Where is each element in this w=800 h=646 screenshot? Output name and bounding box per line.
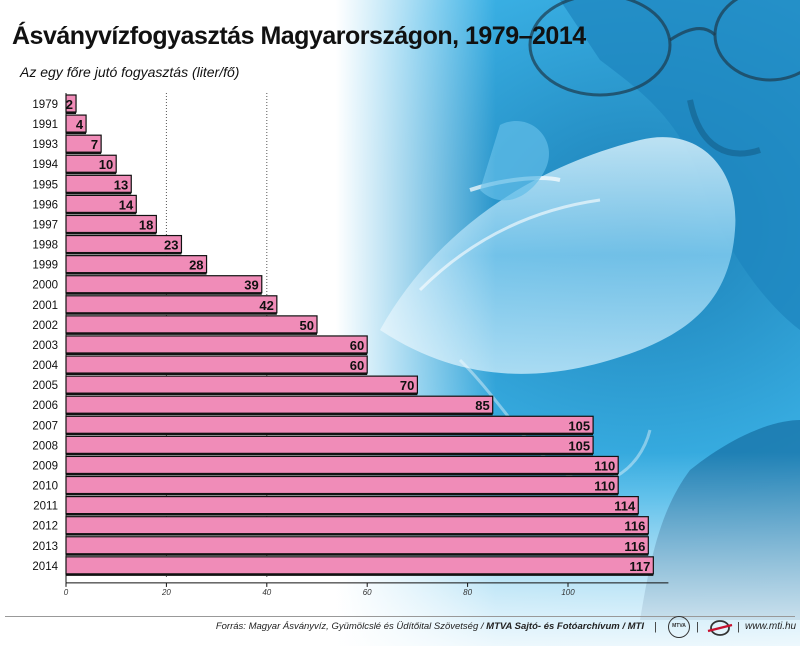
bar <box>65 355 368 374</box>
bar <box>65 295 278 314</box>
data-label: 60 <box>350 358 364 373</box>
bar <box>65 415 594 434</box>
website-link[interactable]: www.mti.hu <box>745 621 797 632</box>
bar <box>65 556 654 575</box>
data-label: 105 <box>568 418 590 433</box>
category-label: 2006 <box>32 400 58 412</box>
source-credit: Forrás: Magyar Ásványvíz, Gyümölcslé és … <box>216 621 644 632</box>
category-label: 1993 <box>32 139 58 151</box>
bar <box>65 375 418 394</box>
category-label: 1991 <box>32 119 58 131</box>
data-label: 114 <box>614 499 636 514</box>
data-label: 23 <box>164 238 178 253</box>
data-label: 4 <box>76 117 84 132</box>
bar <box>65 516 649 535</box>
category-label: 2012 <box>32 521 58 533</box>
bar <box>65 335 368 354</box>
category-label: 2007 <box>32 420 58 432</box>
data-label: 42 <box>259 298 273 313</box>
data-label: 70 <box>400 378 414 393</box>
data-label: 2 <box>66 97 73 112</box>
bar <box>65 455 619 475</box>
data-label: 117 <box>629 559 650 574</box>
category-label: 1994 <box>32 159 58 171</box>
x-tick-label: 80 <box>463 588 472 597</box>
data-label: 110 <box>594 479 615 494</box>
data-label: 116 <box>624 519 645 534</box>
bar <box>65 275 263 294</box>
chart-subtitle: Az egy főre jutó fogyasztás (liter/fő) <box>20 64 240 80</box>
category-label: 2004 <box>32 360 58 372</box>
bar <box>65 536 649 555</box>
mti-logo <box>707 620 733 636</box>
data-label: 50 <box>300 318 314 333</box>
x-tick-label: 60 <box>363 588 372 597</box>
category-label: 2009 <box>32 460 58 472</box>
category-label: 1998 <box>32 240 58 252</box>
bar <box>65 475 619 495</box>
bar <box>65 255 208 274</box>
category-label: 2014 <box>32 561 58 573</box>
category-label: 1997 <box>32 219 58 231</box>
category-label: 2001 <box>32 300 58 312</box>
data-label: 85 <box>475 398 489 413</box>
data-label: 105 <box>568 438 590 453</box>
data-label: 28 <box>189 258 203 273</box>
bar <box>65 435 594 454</box>
x-tick-label: 40 <box>262 588 271 597</box>
bar <box>65 496 639 515</box>
bar <box>65 395 494 414</box>
data-label: 7 <box>91 137 98 152</box>
category-label: 2003 <box>32 340 58 352</box>
source-text: Forrás: Magyar Ásványvíz, Gyümölcslé és … <box>215 621 487 632</box>
source-agency: MTVA Sajtó- és Fotóarchívum / MTI <box>486 621 644 632</box>
data-label: 13 <box>114 177 128 192</box>
category-label: 1996 <box>32 199 58 211</box>
footer: Forrás: Magyar Ásványvíz, Gyümölcslé és … <box>0 612 800 646</box>
data-label: 14 <box>119 197 134 212</box>
data-label: 110 <box>594 458 615 473</box>
category-label: 1995 <box>32 179 58 191</box>
category-label: 2011 <box>33 501 58 513</box>
data-label: 18 <box>139 217 153 232</box>
x-tick-label: 20 <box>161 588 171 597</box>
separator: | <box>654 621 657 633</box>
separator: | <box>696 621 699 633</box>
category-label: 2005 <box>32 380 58 392</box>
category-label: 2010 <box>32 481 58 493</box>
data-label: 60 <box>350 338 364 353</box>
chart-title: Ásványvízfogyasztás Magyarországon, 1979… <box>12 22 586 50</box>
data-label: 39 <box>244 278 258 293</box>
bar <box>65 315 318 334</box>
data-label: 10 <box>99 157 113 172</box>
category-label: 1999 <box>32 260 58 272</box>
category-label: 2008 <box>32 440 58 452</box>
separator: | <box>737 621 740 633</box>
data-label: 116 <box>624 539 645 554</box>
category-label: 2000 <box>32 280 58 292</box>
x-tick-label: 0 <box>64 588 69 597</box>
category-label: 2002 <box>32 320 58 332</box>
footer-divider <box>5 616 795 617</box>
category-label: 1979 <box>32 99 58 111</box>
x-tick-label: 100 <box>561 588 575 597</box>
category-label: 2013 <box>32 541 58 553</box>
mtva-logo: MTVA <box>668 616 690 638</box>
